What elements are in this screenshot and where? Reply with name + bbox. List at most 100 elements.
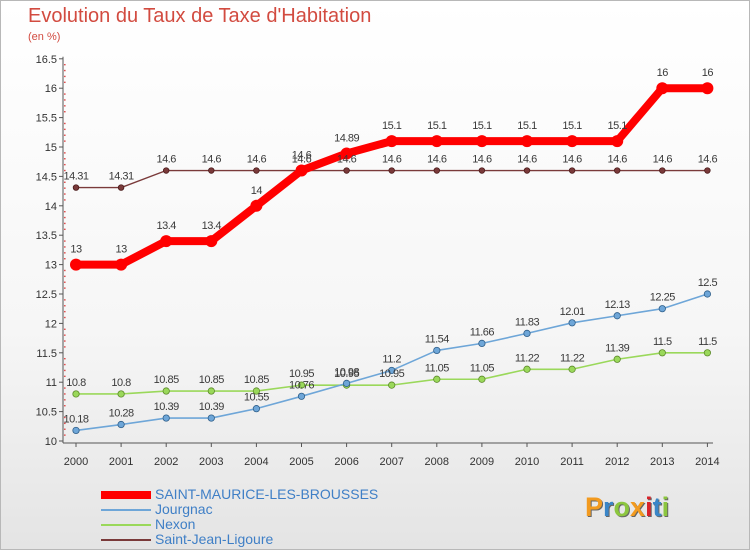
- y-minor-tick: [64, 393, 66, 395]
- y-tick-label: 14.5: [36, 171, 57, 183]
- proxiti-logo: Proxiti: [585, 489, 669, 525]
- data-label-saint-maurice: 15.1: [427, 120, 447, 132]
- series-layer: [70, 82, 714, 435]
- data-label-saint-jean-ligoure: 14.6: [698, 154, 718, 166]
- data-point-jourgnac: [478, 339, 486, 347]
- y-minor-tick: [64, 181, 66, 183]
- data-label-saint-jean-ligoure: 14.6: [247, 154, 267, 166]
- data-label-saint-maurice: 14.6: [292, 150, 312, 162]
- y-tick-label: 12: [45, 318, 57, 330]
- y-minor-tick: [64, 210, 66, 213]
- data-point-saint-jean-ligoure: [72, 184, 80, 191]
- data-label-jourgnac: 10.18: [63, 413, 88, 425]
- data-point-jourgnac: [568, 319, 576, 327]
- y-minor-tick: [64, 416, 66, 419]
- legend-label: SAINT-MAURICE-LES-BROUSSES: [155, 486, 379, 502]
- data-point-jourgnac: [523, 329, 531, 337]
- data-point-nexon: [117, 390, 125, 398]
- y-minor-tick: [64, 399, 66, 401]
- data-label-saint-jean-ligoure: 14.6: [607, 154, 627, 166]
- y-minor-tick: [64, 69, 66, 72]
- y-minor-tick: [64, 287, 66, 289]
- y-minor-tick: [64, 158, 66, 160]
- data-label-jourgnac: 11.83: [515, 316, 540, 328]
- y-minor-tick: [64, 258, 66, 260]
- y-minor-tick: [64, 299, 66, 301]
- data-point-saint-jean-ligoure: [704, 167, 711, 174]
- data-point-saint-maurice: [70, 258, 82, 271]
- data-point-saint-jean-ligoure: [253, 167, 260, 174]
- data-label-saint-jean-ligoure: 14.6: [562, 154, 582, 166]
- y-minor-tick: [64, 328, 66, 330]
- y-tick-label: 13.5: [36, 230, 57, 242]
- chart-unit-label: (en %): [28, 31, 61, 43]
- y-minor-tick: [64, 422, 66, 425]
- data-label-saint-maurice: 15.1: [517, 120, 537, 132]
- data-point-nexon: [523, 365, 531, 373]
- data-point-saint-maurice: [475, 135, 488, 148]
- data-label-saint-maurice: 13.4: [156, 220, 176, 232]
- data-label-jourgnac: 10.28: [109, 408, 134, 420]
- data-point-jourgnac: [658, 305, 666, 313]
- data-label-saint-maurice: 13.4: [202, 220, 222, 232]
- data-point-saint-jean-ligoure: [523, 167, 531, 174]
- data-label-saint-maurice: 16: [657, 67, 669, 79]
- data-point-saint-jean-ligoure: [659, 167, 666, 174]
- legend-swatch: [101, 539, 151, 541]
- y-minor-tick: [64, 111, 66, 113]
- x-tick-label: 2006: [334, 456, 358, 468]
- y-minor-tick: [64, 334, 66, 336]
- data-label-saint-maurice: 15.1: [607, 120, 627, 132]
- data-point-nexon: [433, 375, 441, 383]
- logo-letter: x: [630, 492, 646, 522]
- logo-letter: i: [645, 492, 653, 522]
- data-label-jourgnac: 12.25: [650, 292, 675, 304]
- y-minor-tick: [64, 169, 66, 172]
- data-point-nexon: [72, 390, 80, 398]
- y-minor-tick: [64, 134, 66, 136]
- data-label-nexon: 10.85: [199, 374, 224, 386]
- y-minor-tick: [64, 63, 66, 66]
- data-point-saint-maurice: [430, 135, 443, 148]
- y-minor-tick: [64, 316, 66, 319]
- data-point-saint-maurice: [566, 135, 579, 148]
- data-label-saint-maurice: 13: [115, 244, 127, 256]
- data-point-jourgnac: [613, 312, 621, 320]
- data-point-nexon: [388, 381, 396, 389]
- x-tick-label: 2001: [109, 456, 133, 468]
- data-point-saint-jean-ligoure: [343, 167, 350, 174]
- y-minor-tick: [64, 222, 66, 225]
- x-tick-label: 2005: [289, 456, 313, 468]
- data-label-jourgnac: 12.5: [698, 277, 718, 289]
- data-label-saint-jean-ligoure: 14.6: [427, 154, 447, 166]
- data-label-nexon: 10.95: [289, 368, 314, 380]
- data-point-saint-maurice: [611, 135, 624, 148]
- data-label-saint-jean-ligoure: 14.6: [156, 154, 176, 166]
- y-minor-tick: [64, 81, 66, 84]
- data-label-saint-maurice: 13: [70, 244, 82, 256]
- data-label-nexon: 11.5: [653, 336, 672, 348]
- data-point-jourgnac: [162, 414, 170, 422]
- y-tick-label: 16.5: [36, 54, 57, 66]
- y-minor-tick: [64, 122, 66, 125]
- x-tick-label: 2002: [154, 456, 178, 468]
- y-tick-label: 14: [45, 201, 57, 213]
- data-label-nexon: 11.05: [470, 362, 495, 374]
- data-label-saint-maurice: 14.89: [334, 132, 359, 144]
- data-label-jourgnac: 11.66: [470, 326, 495, 338]
- data-label-saint-maurice: 15.1: [562, 120, 582, 132]
- y-minor-tick: [64, 199, 66, 201]
- y-minor-tick: [64, 369, 66, 372]
- data-point-jourgnac: [703, 290, 712, 298]
- y-minor-tick: [64, 310, 66, 313]
- data-label-jourgnac: 11.54: [425, 333, 450, 345]
- data-label-nexon: 11.22: [515, 352, 540, 364]
- data-label-nexon: 10.8: [66, 377, 86, 389]
- y-tick-label: 15: [45, 142, 57, 154]
- data-point-saint-jean-ligoure: [568, 167, 576, 174]
- data-label-saint-jean-ligoure: 14.31: [109, 171, 134, 183]
- data-point-nexon: [162, 387, 170, 395]
- data-label-nexon: 10.85: [154, 374, 179, 386]
- y-tick-label: 11.5: [36, 348, 57, 360]
